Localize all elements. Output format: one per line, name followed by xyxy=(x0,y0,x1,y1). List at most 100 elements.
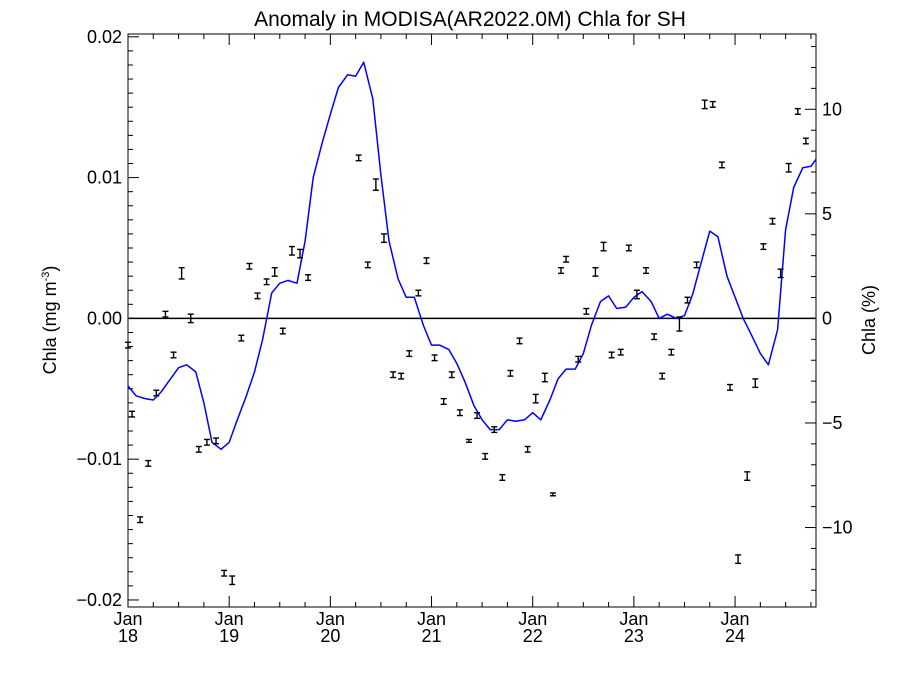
errorbar-point xyxy=(398,372,405,380)
errorbar-point xyxy=(271,267,278,277)
svg-text:Chla (mg m-3): Chla (mg m-3) xyxy=(40,266,60,375)
errorbar-point xyxy=(364,261,371,269)
right-axis-label: Chla (%) xyxy=(859,285,879,355)
errorbar-point xyxy=(777,268,784,279)
errorbar-point xyxy=(238,334,245,342)
errorbar-point xyxy=(372,178,379,191)
left-axis-label-close: ) xyxy=(40,266,60,272)
errorbar-point xyxy=(415,289,422,297)
errorbar-point xyxy=(668,348,675,356)
errorbar-point xyxy=(254,292,261,300)
errorbar-point xyxy=(718,161,725,169)
errorbar-point xyxy=(431,354,438,362)
errorbar-point xyxy=(643,267,650,275)
errorbar-point xyxy=(229,575,236,586)
errorbar-point xyxy=(735,554,742,565)
y-left-tick-label: 0.00 xyxy=(87,308,122,328)
errorbar-point xyxy=(659,372,666,380)
errorbar-point xyxy=(288,245,295,256)
x-tick-label-year: 20 xyxy=(320,626,340,646)
x-tick-label-month: Jan xyxy=(215,609,244,629)
y-right-tick-label: 10 xyxy=(822,99,842,119)
errorbar-point xyxy=(709,100,716,108)
errorbar-point xyxy=(693,261,700,269)
errorbar-point xyxy=(390,371,397,379)
errorbar-point xyxy=(305,274,312,282)
errorbar-point xyxy=(676,316,683,332)
errorbar-point xyxy=(406,350,413,358)
y-right-tick-label: 5 xyxy=(822,204,832,224)
errorbar-point xyxy=(744,471,751,481)
y-right-tick-label: −10 xyxy=(822,518,853,538)
errorbar-point xyxy=(541,372,548,383)
x-tick-label-year: 18 xyxy=(118,626,138,646)
x-tick-label-month: Jan xyxy=(316,609,345,629)
errorbar-point xyxy=(162,310,169,318)
errorbar-point xyxy=(456,409,463,417)
y-right-tick-label: −5 xyxy=(822,413,843,433)
errorbar-point xyxy=(170,351,177,359)
errorbar-point xyxy=(440,397,447,405)
errorbar-point xyxy=(507,369,514,377)
plot-area: Jan18Jan19Jan20Jan21Jan22Jan23Jan240.020… xyxy=(76,27,852,646)
errorbar-point xyxy=(178,267,185,280)
errorbar-point xyxy=(558,267,565,275)
errorbar-point xyxy=(752,378,759,389)
errorbar-point xyxy=(145,459,152,467)
errorbar-point xyxy=(701,99,708,110)
y-left-tick-label: 0.02 xyxy=(87,27,122,47)
errorbar-point xyxy=(794,107,801,115)
plot-frame xyxy=(127,33,817,608)
left-axis-label: Chla (mg m-3) xyxy=(40,266,60,375)
errorbar-point xyxy=(423,257,430,265)
errorbar-point xyxy=(524,445,531,453)
x-tick-label-month: Jan xyxy=(417,609,446,629)
errorbar-point xyxy=(600,241,607,252)
errorbar-point xyxy=(153,389,160,397)
errorbar-point xyxy=(263,278,270,286)
errorbar-point xyxy=(474,412,481,420)
errorbar-point xyxy=(563,255,570,263)
x-tick-label-month: Jan xyxy=(619,609,648,629)
errorbar-point xyxy=(221,569,228,577)
chart-title: Anomaly in MODISA(AR2022.0M) Chla for SH xyxy=(254,8,686,31)
errorbar-point xyxy=(575,355,582,363)
left-axis-label-superscript: -3 xyxy=(40,272,52,282)
errorbar-point xyxy=(203,438,210,446)
series-line-anomaly xyxy=(127,61,817,451)
errorbar-point xyxy=(532,393,539,404)
errorbar-point xyxy=(355,154,362,162)
right-axis-label-text: Chla (%) xyxy=(859,285,879,355)
errorbar-point xyxy=(608,351,615,359)
errorbar-point xyxy=(213,437,220,445)
y-left-tick-label: −0.01 xyxy=(76,449,122,469)
errorbar-point xyxy=(760,243,767,251)
errorbar-point xyxy=(137,516,144,524)
errorbar-point xyxy=(583,307,590,315)
x-tick-label-year: 23 xyxy=(624,626,644,646)
x-tick-label-month: Jan xyxy=(721,609,750,629)
errorbar-point xyxy=(482,452,489,460)
errorbar-point xyxy=(380,233,387,244)
errorbar-point xyxy=(633,289,640,300)
errorbar-point xyxy=(465,438,472,443)
errorbar-point xyxy=(279,327,286,335)
y-left-tick-label: 0.01 xyxy=(87,168,122,188)
errorbar-point xyxy=(129,410,136,418)
errorbar-point xyxy=(246,262,253,270)
left-axis-label-main: Chla (mg m xyxy=(40,281,60,374)
x-tick-label-year: 24 xyxy=(725,626,745,646)
errorbar-point xyxy=(802,137,809,145)
errorbar-point xyxy=(592,267,599,277)
errorbar-point xyxy=(684,296,691,304)
errorbar-point xyxy=(727,383,733,391)
x-tick-label-year: 19 xyxy=(219,626,239,646)
errorbar-point xyxy=(125,341,131,349)
errorbar-point xyxy=(491,426,498,434)
errorbar-point xyxy=(785,162,792,173)
y-left-tick-label: −0.02 xyxy=(76,590,122,610)
errorbar-point xyxy=(769,217,776,225)
y-right-tick-label: 0 xyxy=(822,308,832,328)
errorbar-point xyxy=(651,333,658,341)
